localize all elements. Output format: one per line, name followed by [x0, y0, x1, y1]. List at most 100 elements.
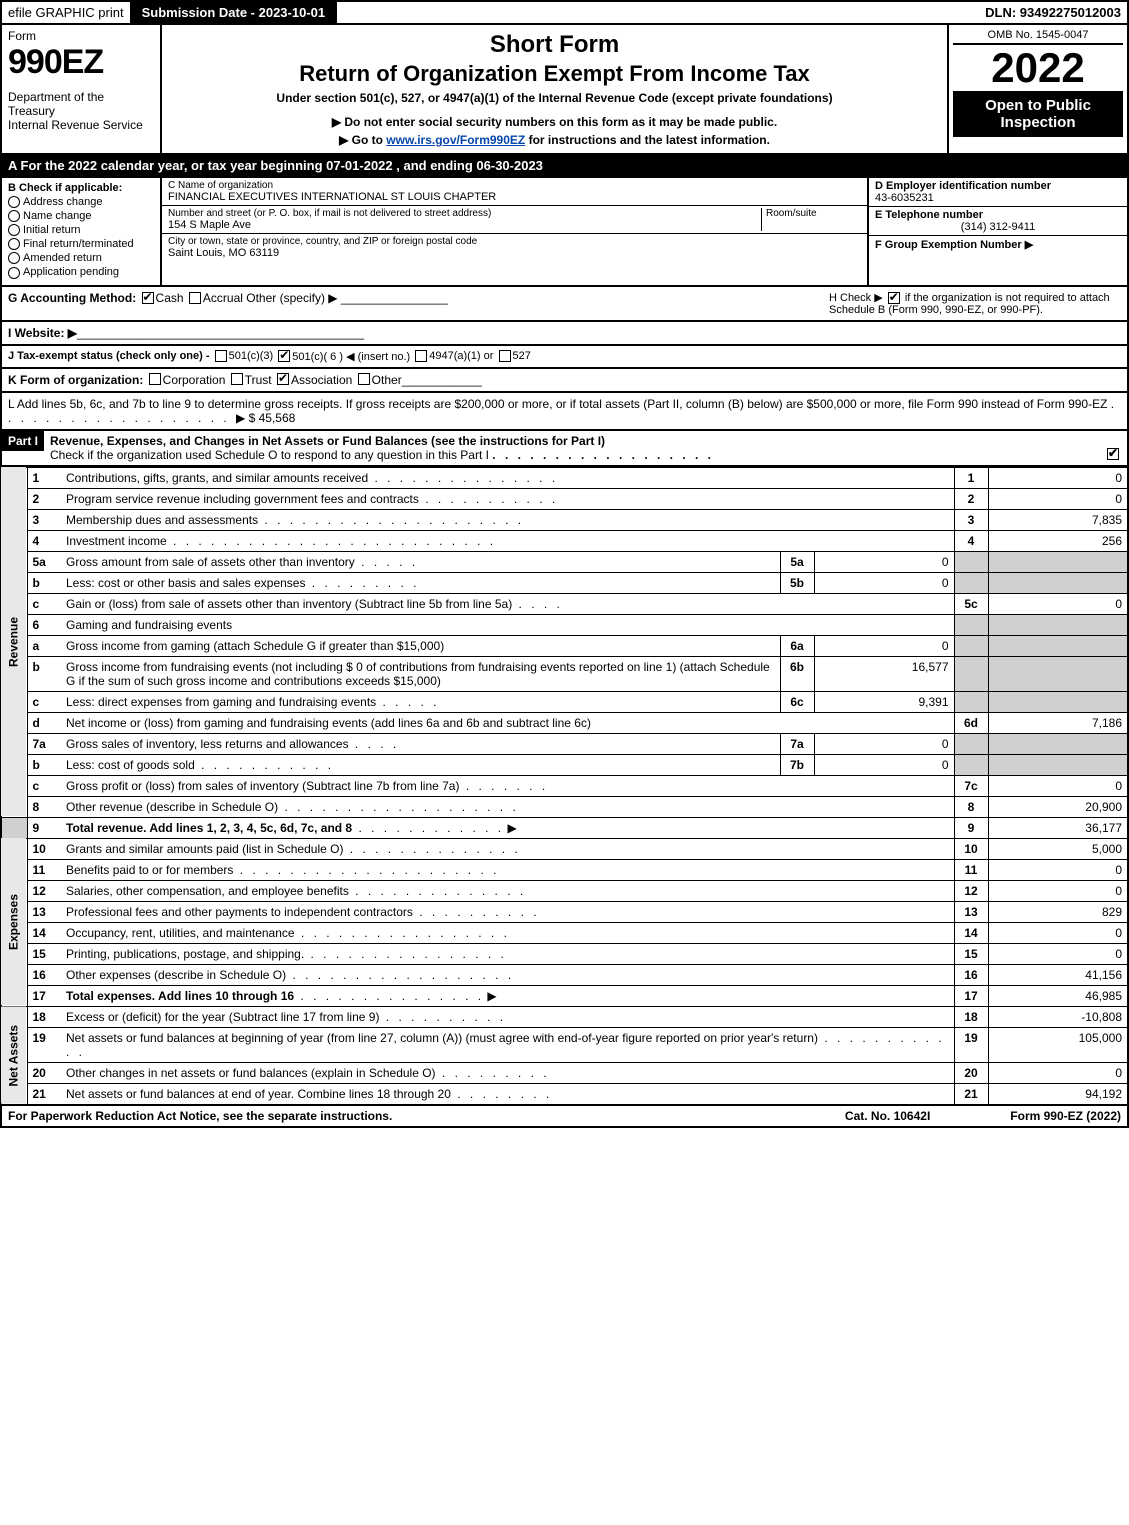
group-exemption-label: F Group Exemption Number ▶ [875, 239, 1033, 251]
row-a: A For the 2022 calendar year, or tax yea… [0, 155, 1129, 178]
addr-row: Number and street (or P. O. box, if mail… [162, 206, 867, 234]
part1-title: Revenue, Expenses, and Changes in Net As… [50, 434, 605, 448]
tax-exempt-label: J Tax-exempt status (check only one) - [8, 350, 210, 363]
part1-sub: Check if the organization used Schedule … [50, 448, 489, 462]
table-row: 20Other changes in net assets or fund ba… [1, 1062, 1128, 1083]
chk-schedb-not-required[interactable] [888, 292, 900, 304]
submission-date-button[interactable]: Submission Date - 2023-10-01 [132, 2, 338, 23]
chk-cash[interactable] [142, 292, 154, 304]
part1-header: Part I Revenue, Expenses, and Changes in… [0, 431, 1129, 467]
col-def: D Employer identification number 43-6035… [867, 178, 1127, 285]
chk-527[interactable] [499, 350, 511, 362]
chk-other-org[interactable] [358, 373, 370, 385]
col-b: B Check if applicable: Address change Na… [2, 178, 162, 285]
header-right: OMB No. 1545-0047 2022 Open to Public In… [947, 25, 1127, 153]
chk-corporation[interactable] [149, 373, 161, 385]
table-row: 14Occupancy, rent, utilities, and mainte… [1, 922, 1128, 943]
group-exemption-row: F Group Exemption Number ▶ [869, 236, 1127, 253]
table-row: 12Salaries, other compensation, and empl… [1, 880, 1128, 901]
org-city: Saint Louis, MO 63119 [168, 247, 861, 259]
row-h: H Check ▶ if the organization is not req… [821, 291, 1121, 316]
table-row: 13Professional fees and other payments t… [1, 901, 1128, 922]
chk-name-change[interactable]: Name change [8, 210, 154, 222]
part1-label: Part I [2, 431, 44, 451]
omb-label: OMB No. 1545-0047 [953, 29, 1123, 45]
table-row: Revenue 1Contributions, gifts, grants, a… [1, 467, 1128, 488]
table-row: aGross income from gaming (attach Schedu… [1, 635, 1128, 656]
phone-row: E Telephone number (314) 312-9411 [869, 207, 1127, 236]
room-label: Room/suite [766, 208, 861, 219]
title-return: Return of Organization Exempt From Incom… [168, 61, 941, 87]
table-row: Net Assets 18Excess or (deficit) for the… [1, 1006, 1128, 1027]
footer-left: For Paperwork Reduction Act Notice, see … [8, 1109, 845, 1123]
table-row: 5aGross amount from sale of assets other… [1, 551, 1128, 572]
row-j: J Tax-exempt status (check only one) - 5… [0, 346, 1129, 369]
table-row: cGain or (loss) from sale of assets othe… [1, 593, 1128, 614]
ein-value: 43-6035231 [875, 192, 934, 204]
goto-pre: ▶ Go to [339, 133, 386, 147]
city-row: City or town, state or province, country… [162, 234, 867, 261]
form-header: Form 990EZ Department of the Treasury In… [0, 25, 1129, 155]
table-row: 15Printing, publications, postage, and s… [1, 943, 1128, 964]
subtitle-section: Under section 501(c), 527, or 4947(a)(1)… [168, 91, 941, 105]
col-c: C Name of organization FINANCIAL EXECUTI… [162, 178, 867, 285]
chk-address-change[interactable]: Address change [8, 196, 154, 208]
chk-application-pending[interactable]: Application pending [8, 266, 154, 278]
accounting-method-label: G Accounting Method: [8, 291, 136, 305]
table-row: 3Membership dues and assessments . . . .… [1, 509, 1128, 530]
chk-accrual[interactable] [189, 292, 201, 304]
dept-label: Department of the Treasury [8, 90, 154, 118]
goto-post: for instructions and the latest informat… [525, 133, 770, 147]
ein-row: D Employer identification number 43-6035… [869, 178, 1127, 207]
table-row: 6Gaming and fundraising events [1, 614, 1128, 635]
org-name-label: C Name of organization [168, 180, 861, 191]
subtitle-ssn: ▶ Do not enter social security numbers o… [168, 115, 941, 129]
org-name: FINANCIAL EXECUTIVES INTERNATIONAL ST LO… [168, 191, 861, 203]
topbar: efile GRAPHIC print Submission Date - 20… [0, 0, 1129, 25]
row-l-amount: ▶ $ 45,568 [236, 411, 295, 425]
table-row: 21Net assets or fund balances at end of … [1, 1083, 1128, 1105]
efile-label: efile GRAPHIC print [2, 2, 132, 23]
page-footer: For Paperwork Reduction Act Notice, see … [0, 1106, 1129, 1128]
chk-final-return[interactable]: Final return/terminated [8, 238, 154, 250]
ein-label: D Employer identification number [875, 180, 1051, 192]
irs-label: Internal Revenue Service [8, 118, 154, 132]
header-left: Form 990EZ Department of the Treasury In… [2, 25, 162, 153]
table-row: cLess: direct expenses from gaming and f… [1, 691, 1128, 712]
form-label: Form [8, 29, 154, 43]
table-row: cGross profit or (loss) from sales of in… [1, 775, 1128, 796]
chk-4947[interactable] [415, 350, 427, 362]
footer-catno: Cat. No. 10642I [845, 1109, 930, 1123]
chk-association[interactable] [277, 373, 289, 385]
phone-value: (314) 312-9411 [875, 221, 1121, 233]
form-number: 990EZ [8, 43, 154, 82]
irs-link[interactable]: www.irs.gov/Form990EZ [386, 133, 525, 147]
table-row: 11Benefits paid to or for members . . . … [1, 859, 1128, 880]
table-row: 7aGross sales of inventory, less returns… [1, 733, 1128, 754]
table-row: bLess: cost of goods sold . . . . . . . … [1, 754, 1128, 775]
chk-schedule-o[interactable] [1107, 448, 1119, 460]
chk-amended-return[interactable]: Amended return [8, 252, 154, 264]
public-inspection-badge: Open to Public Inspection [953, 91, 1123, 137]
dln-label: DLN: 93492275012003 [979, 2, 1127, 23]
chk-trust[interactable] [231, 373, 243, 385]
tax-year: 2022 [953, 47, 1123, 89]
table-row: 2Program service revenue including gover… [1, 488, 1128, 509]
title-short-form: Short Form [168, 31, 941, 59]
table-row: bLess: cost or other basis and sales exp… [1, 572, 1128, 593]
chk-501c3[interactable] [215, 350, 227, 362]
table-row: 4Investment income . . . . . . . . . . .… [1, 530, 1128, 551]
chk-initial-return[interactable]: Initial return [8, 224, 154, 236]
col-b-header: B Check if applicable: [8, 182, 154, 194]
website-label: I Website: ▶ [8, 326, 77, 340]
netassets-sidelabel: Net Assets [1, 1006, 27, 1105]
table-row: Expenses 10Grants and similar amounts pa… [1, 838, 1128, 859]
table-row: 16Other expenses (describe in Schedule O… [1, 964, 1128, 985]
revenue-sidelabel: Revenue [1, 467, 27, 817]
table-row: dNet income or (loss) from gaming and fu… [1, 712, 1128, 733]
footer-formref: Form 990-EZ (2022) [1010, 1109, 1121, 1123]
expenses-sidelabel: Expenses [1, 838, 27, 1006]
chk-501c[interactable] [278, 350, 290, 362]
table-row: 9Total revenue. Add lines 1, 2, 3, 4, 5c… [1, 817, 1128, 838]
table-row: 17Total expenses. Add lines 10 through 1… [1, 985, 1128, 1006]
